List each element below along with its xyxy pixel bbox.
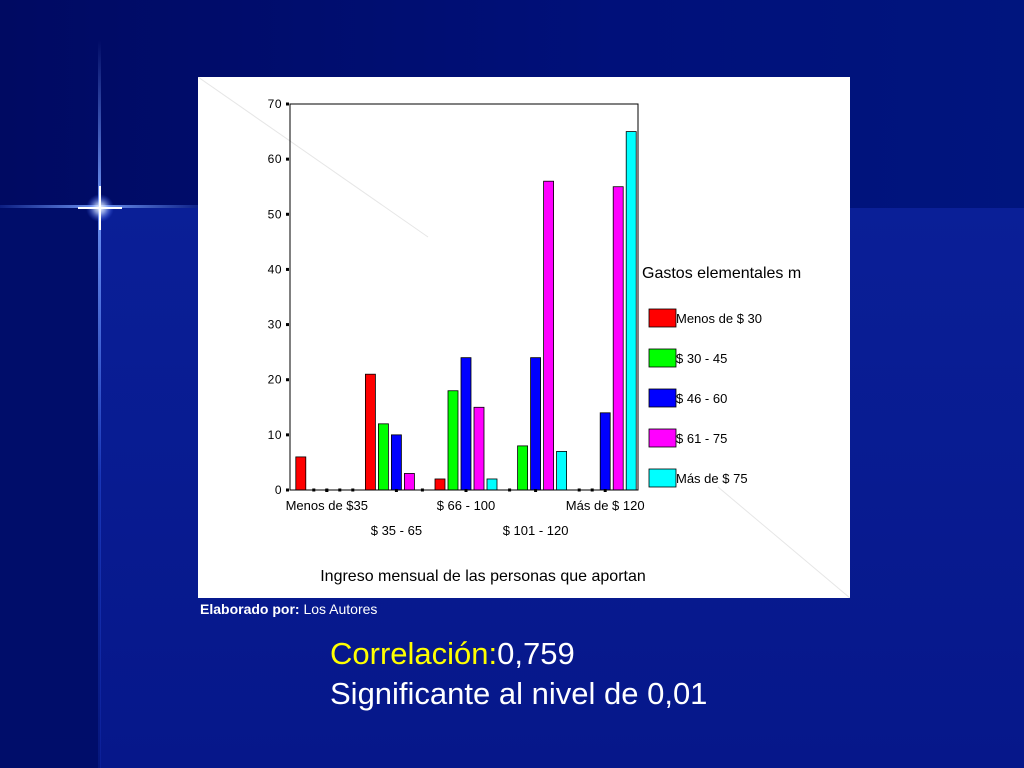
correlation-value: 0,759: [497, 636, 575, 671]
y-tick: [286, 212, 289, 216]
x-tick-label: $ 66 - 100: [437, 498, 496, 513]
y-tick: [286, 102, 289, 106]
bar: [295, 456, 307, 491]
x-tick-label: $ 101 - 120: [503, 523, 569, 538]
bar: [434, 478, 446, 491]
bar: [530, 357, 542, 491]
y-tick: [286, 488, 289, 492]
bar: [473, 406, 485, 491]
legend-title: Gastos elementales m: [642, 265, 801, 282]
x-axis-title: Ingreso mensual de las personas que apor…: [320, 568, 646, 585]
decorative-vertical-line: [98, 40, 101, 768]
credit-value: Los Autores: [303, 601, 378, 617]
bar-chart: 0 10 20 30 40 50 60 70 Menos de $35$ 35 - 65 $ 66…: [198, 77, 850, 598]
legend-item-label: $ 61 - 75: [676, 431, 727, 446]
y-tick-label: 10: [268, 428, 282, 442]
bar: [364, 373, 376, 491]
bar: [390, 434, 402, 491]
plot-frame: [289, 103, 639, 491]
correlation-line: Correlación:0,759: [330, 634, 707, 674]
x-tick: [464, 489, 468, 492]
x-tick: [603, 489, 607, 492]
legend-swatch: [648, 348, 677, 368]
y-tick-label: 0: [275, 483, 282, 497]
sparkle-icon: [78, 186, 122, 230]
legend-item-label: Menos de $ 30: [676, 311, 762, 326]
correlation-label: Correlación:: [330, 636, 498, 671]
legend-item-label: $ 46 - 60: [676, 391, 727, 406]
x-tick-label: $ 35 - 65: [371, 523, 422, 538]
bar: [625, 131, 637, 491]
source-credit: Elaborado por: Los Autores: [200, 601, 377, 617]
y-tick: [286, 323, 289, 327]
statistics-block: Correlación:0,759 Significante al nivel …: [330, 634, 707, 714]
y-tick-label: 40: [268, 262, 282, 276]
decorative-diagonal: [198, 77, 429, 238]
bar: [517, 445, 529, 491]
x-tick-label: Más de $ 120: [566, 498, 645, 513]
y-tick-label: 50: [268, 207, 282, 221]
bar: [612, 186, 624, 491]
bar: [486, 478, 498, 491]
credit-label: Elaborado por:: [200, 601, 300, 617]
background-left-band: [0, 208, 100, 768]
y-tick: [286, 157, 289, 161]
x-tick: [394, 489, 398, 492]
legend-item-label: Más de $ 75: [676, 471, 748, 486]
legend-item-label: $ 30 - 45: [676, 351, 727, 366]
bar: [556, 450, 568, 491]
y-tick-label: 70: [268, 97, 282, 111]
legend-swatch: [648, 428, 677, 448]
bar: [447, 390, 459, 491]
x-tick-label: Menos de $35: [286, 498, 368, 513]
x-tick: [325, 489, 329, 492]
chart-panel: 0 10 20 30 40 50 60 70 Menos de $35 $ 35 - 65 $ 66…: [198, 77, 850, 598]
bar: [599, 412, 611, 491]
bar: [377, 423, 389, 491]
y-tick-label: 20: [268, 373, 282, 387]
legend-swatch: [648, 388, 677, 408]
y-tick-label: 60: [268, 152, 282, 166]
y-tick: [286, 267, 289, 271]
decorative-diagonal: [717, 486, 850, 598]
legend-swatch: [648, 308, 677, 328]
legend-swatch: [648, 468, 677, 488]
x-tick: [534, 489, 538, 492]
bar: [460, 357, 472, 491]
bar: [403, 473, 415, 491]
significance-line: Significante al nivel de 0,01: [330, 676, 708, 711]
bar: [543, 180, 555, 491]
y-tick: [286, 433, 289, 437]
y-tick-label: 30: [268, 318, 282, 332]
y-tick: [286, 378, 289, 382]
